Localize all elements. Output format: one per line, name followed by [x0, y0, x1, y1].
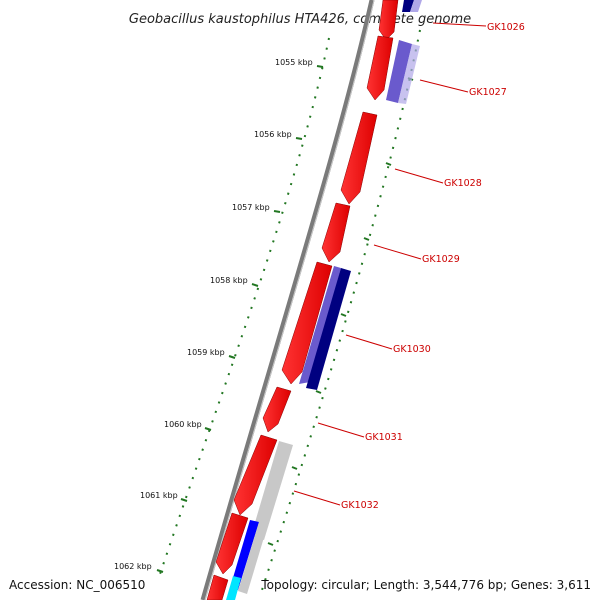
- gene-gray-lower[interactable]: [238, 522, 268, 594]
- gene-gk1026-rev-b[interactable]: [410, 0, 422, 12]
- gene-gk1030-rev-dark[interactable]: [306, 268, 351, 390]
- map-title: Geobacillus kaustophilus HTA426, complet…: [129, 12, 471, 27]
- genome-summary-text: Topology: circular; Length: 3,544,776 bp…: [261, 578, 591, 592]
- kbp-label-1056: 1056 kbp: [254, 130, 292, 139]
- kbp-label-1060: 1060 kbp: [164, 420, 202, 429]
- gene-gk1032-gray[interactable]: [251, 441, 293, 540]
- gene-gk1027-rev-light[interactable]: [398, 44, 420, 104]
- gene-gk1027-rev[interactable]: [386, 40, 412, 103]
- gene-gk1026[interactable]: [378, 0, 399, 41]
- gene-next-2[interactable]: [206, 574, 229, 600]
- kbp-label-1062: 1062 kbp: [114, 562, 152, 571]
- reverse-cds-track: [226, 0, 422, 600]
- gene-gk1029[interactable]: [321, 202, 351, 263]
- gene-gk1028[interactable]: [340, 111, 378, 205]
- kbp-label-1057: 1057 kbp: [232, 203, 270, 212]
- kbp-label-1059: 1059 kbp: [187, 348, 225, 357]
- gene-label-gk1030[interactable]: GK1030: [393, 344, 431, 355]
- forward-cds-track: [206, 0, 399, 600]
- gene-labels: GK1026 GK1027 GK1028 GK1029 GK1030 GK103…: [341, 22, 525, 511]
- gene-next-1[interactable]: [215, 512, 249, 575]
- gene-label-gk1027[interactable]: GK1027: [469, 87, 507, 98]
- genome-backbone: [200, 0, 375, 600]
- inner-dot-track: [261, 29, 421, 591]
- gene-label-gk1032[interactable]: GK1032: [341, 500, 379, 511]
- gene-gk1032[interactable]: [233, 434, 278, 516]
- gene-gk1027[interactable]: [366, 35, 394, 101]
- kbp-label-1061: 1061 kbp: [140, 491, 178, 500]
- kbp-label-1055: 1055 kbp: [275, 58, 313, 67]
- kbp-label-1058: 1058 kbp: [210, 276, 248, 285]
- gene-gk1030[interactable]: [281, 261, 333, 385]
- gene-gk1030-rev-mid[interactable]: [299, 266, 341, 384]
- gene-cyan-lower[interactable]: [226, 576, 241, 600]
- accession-text: Accession: NC_006510: [9, 578, 146, 592]
- gene-blue-lower[interactable]: [230, 520, 259, 590]
- kbp-major-ticks: [156, 65, 324, 573]
- genome-backbone-highlight: [204, 0, 375, 600]
- gene-label-gk1029[interactable]: GK1029: [422, 254, 460, 265]
- label-leaders: [293, 22, 487, 506]
- kbp-dot-track: [157, 37, 330, 581]
- gene-gk1031[interactable]: [262, 386, 292, 433]
- kbp-labels: 1055 kbp 1056 kbp 1057 kbp 1058 kbp 1059…: [114, 58, 313, 571]
- gene-label-gk1031[interactable]: GK1031: [365, 432, 403, 443]
- gene-label-gk1026[interactable]: GK1026: [487, 22, 525, 33]
- inner-track-ticks: [267, 77, 414, 546]
- gene-label-gk1028[interactable]: GK1028: [444, 178, 482, 189]
